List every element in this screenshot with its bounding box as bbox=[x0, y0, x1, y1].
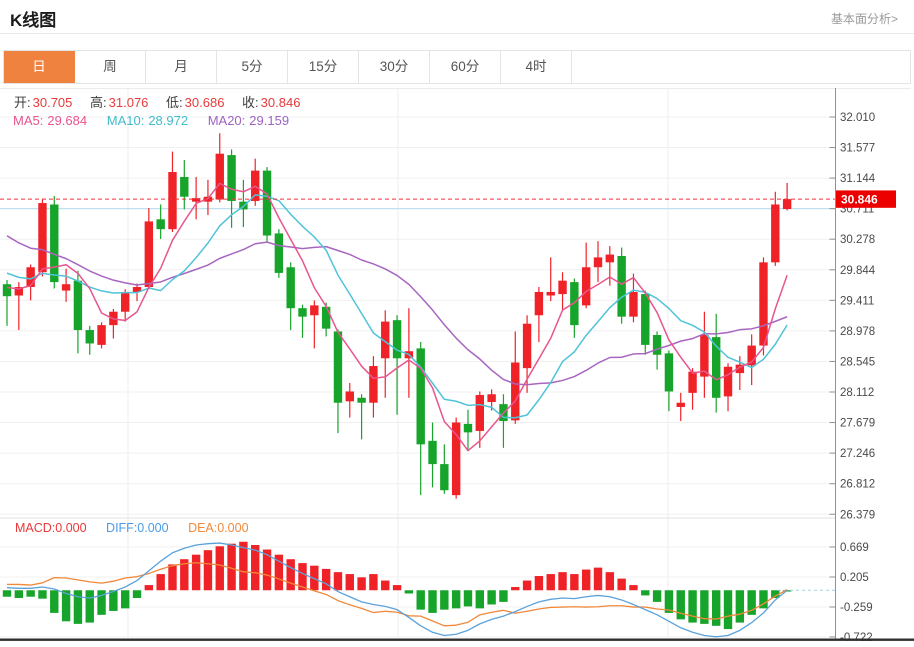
fundamental-analysis-link[interactable]: 基本面分析> bbox=[830, 12, 898, 26]
axis-label: 29.844 bbox=[840, 265, 876, 277]
page-title: K线图 bbox=[10, 11, 57, 30]
open-pair: 开: 30.705 bbox=[14, 95, 72, 110]
tab-4hour[interactable]: 4时 bbox=[501, 51, 572, 83]
axis-label: 30.278 bbox=[840, 234, 875, 246]
macd-legend: MACD:0.000 DIFF:0.000 DEA:0.000 bbox=[15, 521, 265, 535]
ma20-line bbox=[6, 235, 788, 386]
diff-label: DIFF: bbox=[106, 521, 138, 535]
axis-label: 27.246 bbox=[840, 448, 875, 460]
chart-bottom-border bbox=[0, 638, 914, 641]
low-pair: 低: 30.686 bbox=[166, 95, 224, 110]
diff-line bbox=[6, 542, 788, 638]
header-divider bbox=[0, 33, 914, 34]
current-price-tag: 30.846 bbox=[836, 190, 896, 208]
ma10-label: MA10: bbox=[106, 113, 145, 128]
ma20-value: 29.159 bbox=[249, 113, 290, 128]
price-axis: 32.01031.57731.14430.71130.27829.84429.4… bbox=[829, 88, 876, 644]
candles-group bbox=[2, 133, 792, 499]
dea-label: DEA: bbox=[188, 521, 218, 535]
high-value: 31.076 bbox=[108, 95, 149, 110]
axis-label: 32.010 bbox=[840, 112, 875, 124]
dea-line bbox=[7, 562, 788, 627]
ma5-label: MA5: bbox=[13, 113, 44, 128]
macd-value: 0.000 bbox=[55, 521, 87, 535]
tab-60min[interactable]: 60分 bbox=[430, 51, 501, 83]
axis-label: -0.259 bbox=[840, 602, 873, 614]
low-label: 低: bbox=[166, 95, 183, 110]
axis-label: 27.679 bbox=[840, 418, 875, 430]
macd-histogram bbox=[2, 541, 792, 630]
ma5-line bbox=[6, 182, 788, 452]
tab-month[interactable]: 月 bbox=[146, 51, 217, 83]
ma20-label: MA20: bbox=[207, 113, 246, 128]
grid-lines bbox=[0, 88, 911, 638]
ma5-value: 29.684 bbox=[47, 113, 88, 128]
close-pair: 收: 30.846 bbox=[242, 95, 300, 110]
axis-label: 0.669 bbox=[840, 542, 869, 554]
tab-day[interactable]: 日 bbox=[4, 51, 75, 83]
ma10-line bbox=[6, 194, 788, 419]
ma10-value: 28.972 bbox=[148, 113, 189, 128]
axis-label: -0.722 bbox=[840, 632, 873, 644]
diff-value: 0.000 bbox=[137, 521, 169, 535]
high-pair: 高: 31.076 bbox=[90, 95, 148, 110]
open-value: 30.705 bbox=[32, 95, 73, 110]
close-value: 30.846 bbox=[260, 95, 301, 110]
ohlc-legend: 开: 30.705 高: 31.076 低: 30.686 收: 30.846 bbox=[14, 92, 314, 111]
tab-30min[interactable]: 30分 bbox=[359, 51, 430, 83]
period-tabs: 日 周 月 5分 15分 30分 60分 4时 bbox=[3, 50, 911, 84]
axis-label: 31.144 bbox=[840, 173, 876, 185]
axis-label: 29.411 bbox=[840, 295, 874, 307]
current-price-tag-text: 30.846 bbox=[841, 193, 878, 207]
axis-label: 26.379 bbox=[840, 509, 875, 521]
low-value: 30.686 bbox=[184, 95, 225, 110]
tab-15min[interactable]: 15分 bbox=[288, 51, 359, 83]
dea-value: 0.000 bbox=[217, 521, 249, 535]
ma-legend: MA5: 29.684 MA10: 28.972 MA20: 29.159 bbox=[13, 113, 305, 128]
dea-pair: DEA:0.000 bbox=[188, 521, 248, 535]
ma5-legend: MA5: 29.684 bbox=[13, 113, 87, 128]
axis-label: 0.205 bbox=[840, 572, 869, 584]
diff-pair: DIFF:0.000 bbox=[106, 521, 169, 535]
axis-label: 28.545 bbox=[840, 356, 875, 368]
macd-label: MACD: bbox=[15, 521, 56, 535]
axis-label: 28.978 bbox=[840, 326, 875, 338]
axis-label: 26.812 bbox=[840, 479, 875, 491]
macd-pair: MACD:0.000 bbox=[15, 521, 87, 535]
tab-5min[interactable]: 5分 bbox=[217, 51, 288, 83]
ma10-legend: MA10: 28.972 bbox=[107, 113, 188, 128]
axis-label: 28.112 bbox=[840, 387, 874, 399]
tab-week[interactable]: 周 bbox=[75, 51, 146, 83]
high-label: 高: bbox=[90, 95, 107, 110]
close-label: 收: bbox=[242, 95, 259, 110]
open-label: 开: bbox=[14, 95, 31, 110]
ma20-legend: MA20: 29.159 bbox=[208, 113, 289, 128]
axis-label: 31.577 bbox=[840, 143, 875, 155]
